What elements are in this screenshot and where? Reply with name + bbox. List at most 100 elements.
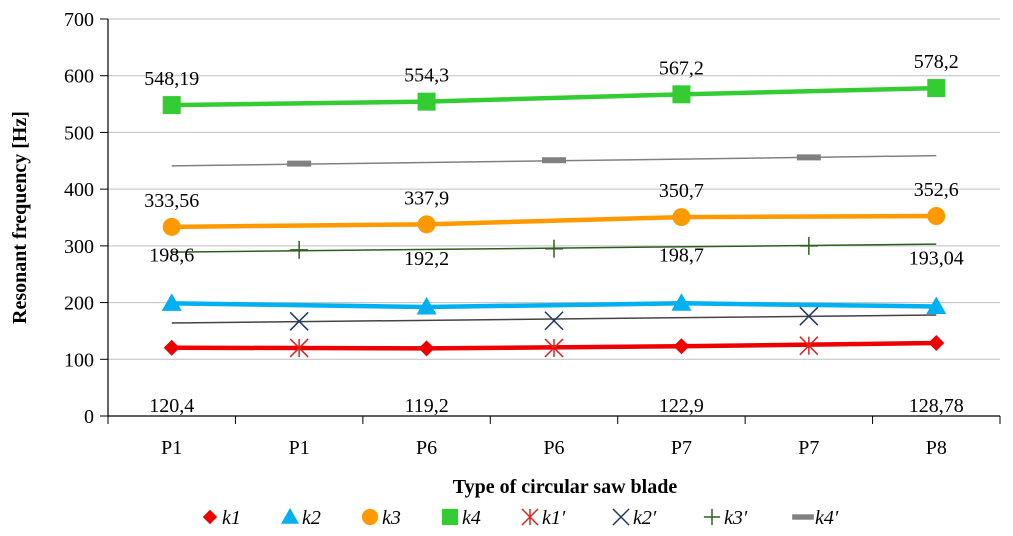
data-point	[796, 154, 821, 161]
legend-label: k2′	[633, 507, 657, 529]
data-label: 337,9	[404, 187, 449, 209]
x-tick-label: P1	[161, 437, 182, 459]
data-label: 198,6	[149, 244, 194, 266]
data-point	[672, 85, 691, 104]
legend-item: k2′	[612, 507, 657, 529]
series-5	[289, 306, 819, 331]
legend-marker	[703, 508, 721, 526]
legend-item: k4′	[792, 507, 839, 529]
y-tick-label: 700	[64, 9, 94, 31]
data-point	[290, 240, 309, 259]
data-label: 192,2	[404, 248, 449, 270]
data-label: 350,7	[659, 180, 704, 202]
series-1	[161, 293, 947, 315]
data-label: 333,56	[144, 190, 199, 212]
legend-item: k4	[441, 507, 481, 529]
legend-marker	[612, 508, 630, 526]
data-label: 578,2	[914, 51, 959, 73]
y-tick-label: 600	[64, 66, 94, 88]
y-tick-label: 100	[64, 349, 94, 371]
x-tick-label: P1	[289, 437, 310, 459]
data-label: 198,7	[659, 244, 704, 266]
data-point	[671, 293, 692, 311]
y-tick-label: 0	[84, 406, 94, 428]
legend-marker	[521, 508, 539, 526]
y-axis-title: Resonant frequency [Hz]	[9, 111, 31, 324]
legend-label: k1	[222, 507, 241, 529]
data-point	[416, 296, 437, 315]
data-point	[544, 338, 564, 358]
y-tick-label: 300	[64, 236, 94, 258]
legend-item: k1	[202, 507, 241, 529]
data-label: 548,19	[144, 68, 199, 90]
series-3	[162, 79, 946, 115]
data-point	[927, 207, 946, 226]
legend-label: k3	[382, 507, 401, 529]
legend-marker	[361, 508, 379, 526]
axes: 0 100 200 300 400 500 600 700 P1 P1 P6 P6 P7 P7 P8	[64, 9, 1001, 459]
data-point	[544, 311, 564, 331]
data-point	[799, 236, 818, 255]
data-point	[162, 96, 181, 115]
data-point	[799, 306, 819, 326]
series-line	[171, 213, 937, 230]
data-label: 120,4	[149, 395, 194, 417]
data-point	[418, 340, 435, 357]
legend-label: k4	[462, 507, 481, 529]
grid-lines	[108, 18, 1000, 360]
series-line	[171, 301, 937, 310]
data-point	[287, 160, 312, 167]
data-label: 352,6	[914, 179, 959, 201]
series-2	[162, 207, 946, 236]
data-point	[163, 339, 180, 356]
legend-item: k2	[281, 507, 321, 529]
trendlines	[171, 154, 937, 324]
trendline	[171, 314, 937, 324]
data-point	[542, 157, 566, 164]
legend-label: k4′	[815, 507, 839, 529]
series-4	[289, 336, 819, 358]
y-tick-label: 400	[64, 179, 94, 201]
x-tick-label: P6	[543, 437, 564, 459]
data-point	[162, 217, 181, 236]
data-label: 128,78	[909, 395, 964, 417]
data-point	[545, 239, 563, 258]
data-label: 554,3	[404, 65, 449, 87]
legend-item: k1′	[521, 507, 566, 529]
legend: k1 k2 k3 k4 k1′ k2′ k3′ k4′	[202, 507, 839, 529]
data-point	[289, 338, 309, 358]
legend-marker	[792, 514, 814, 520]
data-point	[928, 334, 945, 351]
y-tick-label: 200	[64, 293, 94, 315]
series	[161, 79, 947, 358]
legend-item: k3	[361, 507, 401, 529]
data-point	[673, 338, 690, 355]
series-7	[287, 154, 821, 167]
series-line	[171, 85, 937, 108]
x-tick-label: P8	[926, 437, 947, 459]
data-point	[926, 296, 947, 315]
data-point	[799, 336, 819, 356]
legend-marker	[202, 509, 218, 525]
legend-label: k2	[302, 507, 321, 529]
x-tick-label: P7	[798, 437, 819, 459]
legend-marker	[281, 508, 299, 524]
x-tick-label: P7	[671, 437, 692, 459]
legend-marker	[441, 508, 459, 526]
x-tick-label: P6	[416, 437, 437, 459]
legend-label: k1′	[542, 507, 566, 529]
x-axis-title: Type of circular saw blade	[453, 476, 678, 498]
data-point	[161, 293, 182, 311]
y-tick-label: 500	[64, 122, 94, 144]
data-label: 119,2	[404, 395, 448, 417]
data-point	[289, 311, 309, 331]
legend-label: k3′	[724, 507, 748, 529]
data-labels: 120,4 119,2 122,9 128,78 198,6 192,2 198,7 193,…	[144, 51, 964, 417]
data-point	[672, 208, 691, 227]
data-point	[927, 79, 946, 98]
data-point	[417, 215, 436, 234]
data-label: 567,2	[659, 57, 704, 79]
series-6	[290, 236, 818, 259]
